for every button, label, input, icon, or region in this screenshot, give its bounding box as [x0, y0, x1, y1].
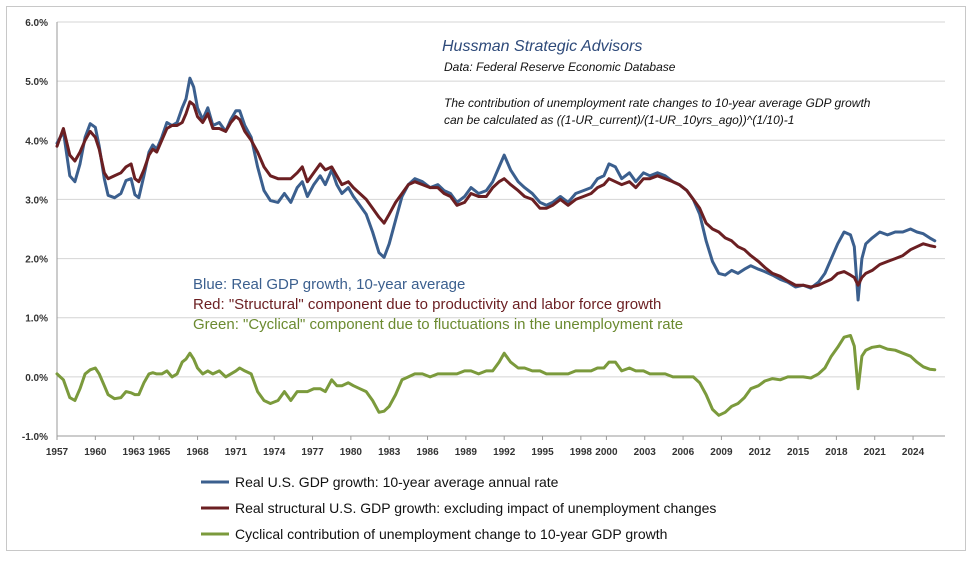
- y-tick-label: 6.0%: [25, 18, 48, 29]
- x-tick-label: 1992: [493, 447, 516, 458]
- x-tick-label: 1989: [455, 447, 478, 458]
- x-tick-label: 2000: [595, 447, 618, 458]
- legend: Real U.S. GDP growth: 10-year average an…: [201, 474, 716, 542]
- x-tick-label: 1983: [378, 447, 401, 458]
- x-tick-label: 1977: [301, 447, 324, 458]
- x-axis-ticks: 1957 1960 1963 1965 1968 1971 1974 1977 1980 1983…: [46, 436, 925, 458]
- legend-label-blue: Real U.S. GDP growth: 10-year average an…: [235, 474, 559, 490]
- note-green: Green: "Cyclical" component due to fluct…: [193, 316, 683, 333]
- series-lines: [55, 76, 937, 417]
- y-tick-label: -1.0%: [22, 432, 48, 443]
- y-tick-label: 5.0%: [25, 77, 48, 88]
- x-tick-label: 1960: [84, 447, 107, 458]
- x-tick-label: 2021: [864, 447, 887, 458]
- y-tick-label: 2.0%: [25, 255, 48, 266]
- x-tick-label: 1965: [148, 447, 171, 458]
- org-title: Hussman Strategic Advisors: [442, 38, 642, 55]
- legend-label-red: Real structural U.S. GDP growth: excludi…: [235, 500, 716, 516]
- x-tick-label: 2024: [902, 447, 925, 458]
- y-axis-ticks: 6.0% 5.0% 4.0% 3.0% 2.0% 1.0% 0.0% -1.0%: [22, 18, 48, 443]
- x-tick-label: 2015: [787, 447, 810, 458]
- y-tick-label: 0.0%: [25, 373, 48, 384]
- x-tick-label: 1968: [186, 447, 209, 458]
- series-line-cyclical-contribution: [55, 334, 937, 417]
- formula-line-2: can be calculated as ((1-UR_current)/(1-…: [444, 113, 794, 127]
- series-line-real-gdp-growth: [55, 76, 937, 302]
- x-tick-label: 1986: [416, 447, 439, 458]
- x-tick-label: 2003: [634, 447, 657, 458]
- data-source: Data: Federal Reserve Economic Database: [444, 60, 676, 74]
- x-tick-label: 1971: [225, 447, 248, 458]
- x-tick-label: 1963: [123, 447, 146, 458]
- note-red: Red: "Structural" component due to produ…: [193, 296, 661, 313]
- legend-label-green: Cyclical contribution of unemployment ch…: [235, 526, 667, 542]
- note-blue: Blue: Real GDP growth, 10-year average: [193, 276, 465, 293]
- x-tick-label: 1980: [340, 447, 363, 458]
- series-line-structural-gdp-growth: [55, 100, 937, 289]
- x-tick-label: 1998: [570, 447, 593, 458]
- x-tick-label: 2018: [825, 447, 848, 458]
- x-tick-label: 1974: [263, 447, 286, 458]
- x-tick-label: 2006: [672, 447, 695, 458]
- x-tick-label: 2009: [710, 447, 733, 458]
- y-tick-label: 4.0%: [25, 136, 48, 147]
- formula-line-1: The contribution of unemployment rate ch…: [444, 96, 871, 110]
- y-tick-label: 1.0%: [25, 314, 48, 325]
- chart-frame: [6, 6, 966, 551]
- y-tick-label: 3.0%: [25, 195, 48, 206]
- x-tick-label: 1957: [46, 447, 69, 458]
- x-tick-label: 1995: [531, 447, 554, 458]
- x-tick-label: 2012: [749, 447, 772, 458]
